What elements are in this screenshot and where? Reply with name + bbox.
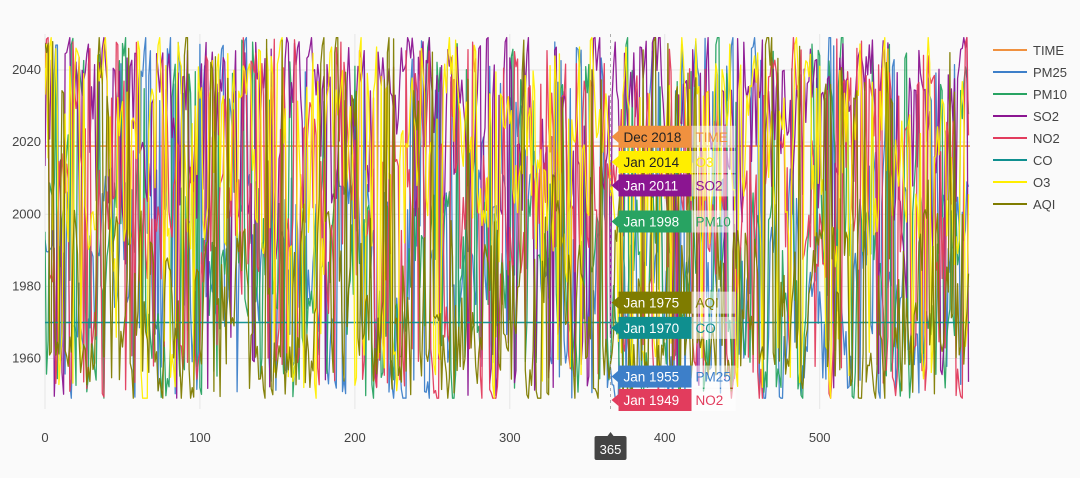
legend-label: TIME: [1033, 43, 1064, 58]
hover-label-value: Dec 2018: [624, 130, 682, 145]
legend-item-aqi[interactable]: AQI: [993, 197, 1055, 212]
y-tick-label: 2000: [12, 206, 41, 221]
legend-label: O3: [1033, 175, 1050, 190]
hover-x-label: 365: [600, 442, 622, 457]
hover-x-box: [594, 436, 627, 460]
hover-label-box: [618, 291, 692, 314]
series-lines: [45, 36, 970, 399]
hover-series-name: CO: [696, 321, 716, 336]
legend-label: SO2: [1033, 109, 1059, 124]
hover-label-value: Jan 1955: [624, 370, 680, 385]
series-line-no2: [45, 36, 970, 399]
hover-label-value: Jan 1949: [624, 393, 680, 408]
legend-item-time[interactable]: TIME: [993, 43, 1064, 58]
series-line-o3: [45, 36, 970, 399]
legend-item-co[interactable]: CO: [993, 153, 1053, 168]
hover-label-box: [618, 174, 692, 197]
hover-label-box: [618, 316, 692, 339]
hover-label-value: Jan 1975: [624, 296, 680, 311]
hover-series-name: PM25: [696, 370, 731, 385]
hover-series-name-bg: [691, 316, 736, 339]
hover-series-name-bg: [691, 125, 736, 148]
legend-label: PM10: [1033, 87, 1067, 102]
hover-series-name: O3: [696, 155, 714, 170]
hover-label-pointer: [611, 296, 619, 309]
hover-label-box: [618, 365, 692, 388]
hover-series-name-bg: [691, 151, 736, 174]
legend-item-no2[interactable]: NO2: [993, 131, 1060, 146]
hover-label-pointer: [611, 156, 619, 169]
legend-label: PM25: [1033, 65, 1067, 80]
hover-series-name-bg: [691, 210, 736, 233]
hover-label-pointer: [611, 179, 619, 192]
legend-label: AQI: [1033, 197, 1055, 212]
x-tick-label: 500: [809, 430, 831, 445]
series-line-so2: [45, 36, 970, 399]
y-tick-label: 1960: [12, 351, 41, 366]
axes: 1960 1980 2000 2020 2040 0 100 200 300 400 500: [12, 62, 830, 445]
hover-label-box: [618, 125, 692, 148]
hover-series-name: TIME: [696, 130, 728, 145]
hover-series-name-bg: [691, 388, 736, 411]
hover-series-name-bg: [691, 365, 736, 388]
hover-series-name: AQI: [696, 296, 719, 311]
legend-item-pm10[interactable]: PM10: [993, 87, 1067, 102]
x-tick-label: 200: [344, 430, 366, 445]
hover-series-name: NO2: [696, 393, 724, 408]
hover-label-pointer: [611, 130, 619, 143]
hover-label-value: Jan 1998: [624, 215, 680, 230]
y-tick-label: 1980: [12, 278, 41, 293]
hover-series-name: SO2: [696, 178, 723, 193]
hover-label-pointer: [611, 321, 619, 334]
hover-x-pointer: [607, 432, 614, 436]
hover-series-name-bg: [691, 291, 736, 314]
hover-series-name-bg: [691, 174, 736, 197]
x-tick-label: 300: [499, 430, 521, 445]
hover-label-box: [618, 388, 692, 411]
hover-label-pointer: [611, 370, 619, 383]
x-tick-label: 400: [654, 430, 676, 445]
legend-item-so2[interactable]: SO2: [993, 109, 1059, 124]
hover-label-value: Jan 1970: [624, 321, 680, 336]
x-tick-label: 100: [189, 430, 211, 445]
x-tick-label: 0: [41, 430, 48, 445]
legend-label: NO2: [1033, 131, 1060, 146]
hover-label-box: [618, 210, 692, 233]
hover-tooltips: 365 Dec 2018 TIME Jan 2014 O3 Jan 2011 SO2 Jan …: [594, 34, 736, 460]
legend-item-pm25[interactable]: PM25: [993, 65, 1067, 80]
hover-label-pointer: [611, 215, 619, 228]
series-line-aqi: [45, 36, 970, 399]
hover-label-box: [618, 151, 692, 174]
hover-label-pointer: [611, 393, 619, 406]
hover-label-value: Jan 2014: [624, 155, 680, 170]
legend-item-o3[interactable]: O3: [993, 175, 1050, 190]
legend[interactable]: TIME PM25 PM10 SO2 NO2 CO O3 AQI: [993, 43, 1067, 212]
hover-label-value: Jan 2011: [624, 178, 679, 193]
y-tick-label: 2020: [12, 134, 41, 149]
legend-label: CO: [1033, 153, 1053, 168]
y-tick-label: 2040: [12, 62, 41, 77]
hover-series-name: PM10: [696, 215, 731, 230]
